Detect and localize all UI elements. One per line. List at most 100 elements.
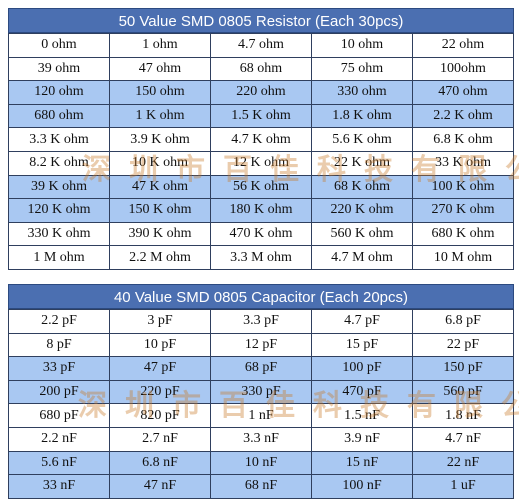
table-cell: 120 K ohm [8,198,110,223]
table-cell: 33 K ohm [412,150,514,176]
table-cell: 6.8 K ohm [412,127,514,152]
table-row: 33 pF 47 pF 68 pF 100 pF 150 pF [8,356,514,381]
capacitor-panel: 40 Value SMD 0805 Capacitor (Each 20pcs)… [8,284,514,499]
table-cell: 560 K ohm [311,221,413,247]
table-cell: 390 K ohm [109,221,211,247]
table-cell: 1.8 K ohm [311,103,413,129]
table-row: 680 ohm 1 K ohm 1.5 K ohm 1.8 K ohm 2.2 K oh… [8,103,514,129]
table-row: 0 ohm 1 ohm 4.7 ohm 10 ohm 22 ohm [8,33,514,58]
table-cell: 4.7 ohm [210,33,312,58]
table-cell: 47 ohm [109,56,211,82]
table-row: 120 K ohm 150 K ohm 180 K ohm 220 K ohm 270 … [8,198,514,223]
table-cell: 330 K ohm [8,221,110,247]
table-row: 39 K ohm 47 K ohm 56 K ohm 68 K ohm 100 K oh… [8,174,514,200]
table-cell: 150 K ohm [109,198,211,223]
table-cell: 150 pF [412,356,514,381]
table-cell: 39 ohm [8,56,110,82]
table-cell: 33 nF [8,474,110,499]
table-cell: 15 nF [311,450,413,476]
table-cell: 33 pF [8,356,110,381]
table-cell: 10 M ohm [412,245,514,270]
table-row: 120 ohm 150 ohm 220 ohm 330 ohm 470 ohm [8,80,514,105]
table-cell: 22 nF [412,450,514,476]
table-cell: 100 K ohm [412,174,514,200]
table-cell: 820 pF [109,403,211,428]
table-cell: 3 pF [109,309,211,334]
table-row: 3.3 K ohm 3.9 K ohm 4.7 K ohm 5.6 K ohm 6.8 … [8,127,514,152]
table-cell: 56 K ohm [210,174,312,200]
table-cell: 4.7 K ohm [210,127,312,152]
table-cell: 68 K ohm [311,174,413,200]
table-cell: 47 K ohm [109,174,211,200]
table-row: 8.2 K ohm 10 K ohm 12 K ohm 22 K ohm 33 K oh… [8,150,514,176]
table-cell: 180 K ohm [210,198,312,223]
table-row: 8 pF 10 pF 12 pF 15 pF 22 pF [8,332,514,358]
table-cell: 680 ohm [8,103,110,129]
table-cell: 4.7 M ohm [311,245,413,270]
table-cell: 5.6 nF [8,450,110,476]
table-cell: 5.6 K ohm [311,127,413,152]
table-cell: 47 nF [109,474,211,499]
table-cell: 10 nF [210,450,312,476]
table-row: 39 ohm 47 ohm 68 ohm 75 ohm 100ohm [8,56,514,82]
table-cell: 68 pF [210,356,312,381]
table-cell: 6.8 pF [412,309,514,334]
resistor-title: 50 Value SMD 0805 Resistor (Each 30pcs) [8,8,514,33]
table-cell: 200 pF [8,379,110,405]
table-cell: 2.2 pF [8,309,110,334]
table-cell: 22 ohm [412,33,514,58]
table-cell: 470 ohm [412,80,514,105]
table-cell: 0 ohm [8,33,110,58]
table-cell: 12 K ohm [210,150,312,176]
table-cell: 75 ohm [311,56,413,82]
table-cell: 47 pF [109,356,211,381]
resistor-panel: 50 Value SMD 0805 Resistor (Each 30pcs) … [8,8,514,270]
table-cell: 220 K ohm [311,198,413,223]
table-cell: 1 K ohm [109,103,211,129]
table-cell: 270 K ohm [412,198,514,223]
table-cell: 2.7 nF [109,426,211,452]
table-cell: 120 ohm [8,80,110,105]
table-cell: 1.5 K ohm [210,103,312,129]
table-cell: 330 ohm [311,80,413,105]
table-row: 1 M ohm 2.2 M ohm 3.3 M ohm 4.7 M ohm 10 M o… [8,245,514,270]
table-cell: 6.8 nF [109,450,211,476]
resistor-table: 0 ohm 1 ohm 4.7 ohm 10 ohm 22 ohm 39 ohm 47 oh… [8,33,514,270]
table-cell: 3.3 K ohm [8,127,110,152]
table-cell: 1 nF [210,403,312,428]
table-cell: 10 K ohm [109,150,211,176]
table-cell: 100ohm [412,56,514,82]
table-cell: 150 ohm [109,80,211,105]
table-row: 33 nF 47 nF 68 nF 100 nF 1 uF [8,474,514,499]
table-cell: 2.2 K ohm [412,103,514,129]
table-cell: 2.2 M ohm [109,245,211,270]
table-cell: 22 pF [412,332,514,358]
table-row: 2.2 nF 2.7 nF 3.3 nF 3.9 nF 4.7 nF [8,426,514,452]
table-cell: 10 pF [109,332,211,358]
table-row: 330 K ohm 390 K ohm 470 K ohm 560 K ohm 680 … [8,221,514,247]
table-cell: 3.9 K ohm [109,127,211,152]
table-cell: 100 nF [311,474,413,499]
table-cell: 68 nF [210,474,312,499]
table-cell: 4.7 pF [311,309,413,334]
table-cell: 68 ohm [210,56,312,82]
table-row: 2.2 pF 3 pF 3.3 pF 4.7 pF 6.8 pF [8,309,514,334]
table-cell: 1 ohm [109,33,211,58]
table-row: 680 pF 820 pF 1 nF 1.5 nF 1.8 nF [8,403,514,428]
table-cell: 2.2 nF [8,426,110,452]
capacitor-table: 2.2 pF 3 pF 3.3 pF 4.7 pF 6.8 pF 8 pF 10 pF 12 … [8,309,514,499]
table-cell: 10 ohm [311,33,413,58]
capacitor-title: 40 Value SMD 0805 Capacitor (Each 20pcs) [8,284,514,309]
table-cell: 22 K ohm [311,150,413,176]
table-cell: 100 pF [311,356,413,381]
table-cell: 8 pF [8,332,110,358]
table-cell: 1 M ohm [8,245,110,270]
table-cell: 1.8 nF [412,403,514,428]
table-row: 200 pF 220 pF 330 pF 470 pF 560 pF [8,379,514,405]
table-cell: 3.3 M ohm [210,245,312,270]
table-cell: 3.3 pF [210,309,312,334]
table-cell: 15 pF [311,332,413,358]
table-cell: 220 ohm [210,80,312,105]
table-cell: 1.5 nF [311,403,413,428]
table-cell: 560 pF [412,379,514,405]
